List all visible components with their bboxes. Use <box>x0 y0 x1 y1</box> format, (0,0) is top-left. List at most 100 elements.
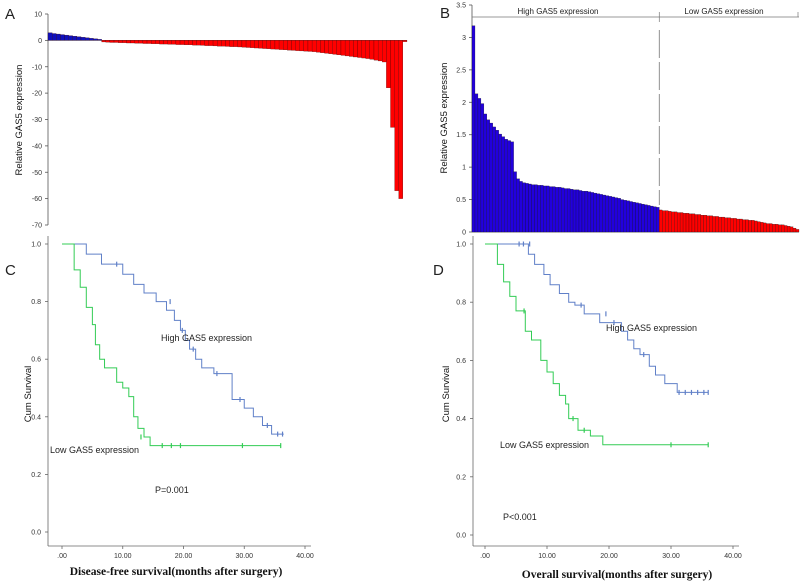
panel-b-bar <box>507 140 511 233</box>
panel-a-bar <box>179 40 185 45</box>
panel-a-bar <box>258 40 263 49</box>
panel-label-a: A <box>5 6 15 23</box>
panel-b-bar <box>611 196 615 233</box>
panel-a-bar <box>175 40 181 45</box>
panel-d-x-tick-label: .00 <box>480 553 490 560</box>
panel-d-low-legend: Low GAS5 expression <box>500 440 589 450</box>
panel-d-x-tick-label: 40.00 <box>724 553 742 560</box>
panel-a-bar <box>192 40 197 46</box>
panel-a-bar <box>270 40 276 50</box>
panel-a-bar <box>299 40 304 52</box>
panel-b-bar <box>528 183 532 233</box>
panel-b-bar <box>700 215 704 233</box>
panel-a-bar <box>225 40 230 47</box>
panel-b-bar <box>715 216 719 233</box>
panel-b-bar <box>623 200 627 233</box>
panel-b-y-label: Relative GAS5 expression <box>439 63 450 174</box>
panel-b-bar <box>492 126 496 233</box>
panel-b-y-tick-label: 2.5 <box>456 67 466 74</box>
panel-c-axes: 0.0 0.2 0.4 0.6 0.8 1.0 .00 10.00 20.00 30.00 40.0… <box>31 236 314 560</box>
panel-b-bar <box>763 222 767 233</box>
panel-d-x-tick-label: 30.00 <box>662 553 680 560</box>
panel-d-y-tick-label: 0.4 <box>456 416 466 423</box>
panel-d-y-tick-label: 0.0 <box>456 533 466 540</box>
panel-b-bar <box>486 119 490 233</box>
panel-b-bar <box>694 214 699 233</box>
panel-b-bar <box>501 136 505 233</box>
panel-d-x-tick-label: 10.00 <box>538 553 556 560</box>
panel-b-bar <box>766 223 770 233</box>
panel-b-bar <box>552 186 556 233</box>
panel-a-bar <box>134 40 139 44</box>
panel-a-bar <box>283 40 288 50</box>
panel-b-bar <box>596 193 600 233</box>
panel-b-bar <box>632 202 636 233</box>
panel-b-bar <box>691 213 696 233</box>
panel-b-bar <box>614 197 618 233</box>
panel-b-bar <box>760 222 764 233</box>
panel-b-bar <box>564 188 568 233</box>
panel-a-bar <box>386 40 391 88</box>
panel-b-bar <box>706 215 710 233</box>
panel-a-y-tick-label: -70 <box>32 223 42 230</box>
panel-d-y-tick-label: 0.8 <box>456 300 466 307</box>
panel-a-bar <box>184 40 189 45</box>
panel-a-bar <box>287 40 292 51</box>
panel-b-bar <box>602 194 606 233</box>
panel-b-bar <box>534 184 538 233</box>
panel-b-bar <box>590 192 595 233</box>
panel-b-bar <box>569 189 574 233</box>
panel-a-bar <box>155 40 160 44</box>
panel-b-y-tick-label: 2 <box>462 100 466 107</box>
panel-b-bar <box>685 213 690 233</box>
panel-a-bar <box>303 40 309 52</box>
panel-b-bar <box>561 187 565 233</box>
panel-b-bar <box>617 198 621 233</box>
panel-a-bar <box>212 40 218 47</box>
panel-a-bar <box>349 40 354 57</box>
panel-b-bar <box>587 191 592 233</box>
panel-b-bar <box>567 188 571 233</box>
panel-b-bar <box>742 219 746 233</box>
panel-a-y-tick-label: -30 <box>32 117 42 124</box>
panel-b-bar <box>712 216 716 233</box>
panel-label-c: C <box>5 262 16 279</box>
panel-a-bar <box>85 37 90 41</box>
panel-b-bar <box>769 223 773 233</box>
panel-b-y-tick-label: 0 <box>462 230 466 237</box>
panel-c-survival-curves <box>62 243 284 449</box>
panel-b-bar <box>745 219 749 233</box>
panel-a-bar <box>47 32 53 41</box>
panel-a-bar <box>394 40 399 191</box>
panel-b-bar <box>727 217 731 233</box>
panel-a-bar <box>130 40 135 44</box>
panel-a-bar <box>328 40 333 54</box>
panel-a-y-tick-label: -60 <box>32 196 42 203</box>
panel-d-high-legend: High GAS5 expression <box>606 323 697 333</box>
panel-a-bar <box>105 40 111 43</box>
panel-c-x-tick-label: 20.00 <box>175 553 193 560</box>
panel-b-bar <box>572 189 577 233</box>
panel-a-bar <box>64 34 69 41</box>
panel-b-bar <box>748 220 752 233</box>
panel-a-bar <box>97 39 102 41</box>
panel-c-x-tick-label: 10.00 <box>114 553 132 560</box>
panel-b-bar <box>480 103 485 233</box>
panel-b-bar <box>792 227 797 233</box>
panel-b-bar <box>781 224 785 233</box>
panel-b-bar <box>513 171 517 233</box>
panel-a-bar <box>52 33 57 41</box>
panel-d-x-tick-label: 20.00 <box>600 553 618 560</box>
panel-a-bar <box>204 40 210 46</box>
panel-b-bar <box>626 200 630 233</box>
panel-b-y-tick-label: 1.5 <box>456 132 466 139</box>
panel-b-bar <box>656 207 660 233</box>
panel-a-bar <box>68 35 73 41</box>
panel-b-bar <box>471 25 476 233</box>
panel-a-bar <box>208 40 214 46</box>
panel-a-bar <box>80 37 86 41</box>
panel-a-bar <box>377 40 383 62</box>
panel-d-pvalue: P<0.001 <box>503 512 537 522</box>
panel-a-y-tick-label: -10 <box>32 64 42 71</box>
panel-a-bar <box>250 40 255 48</box>
